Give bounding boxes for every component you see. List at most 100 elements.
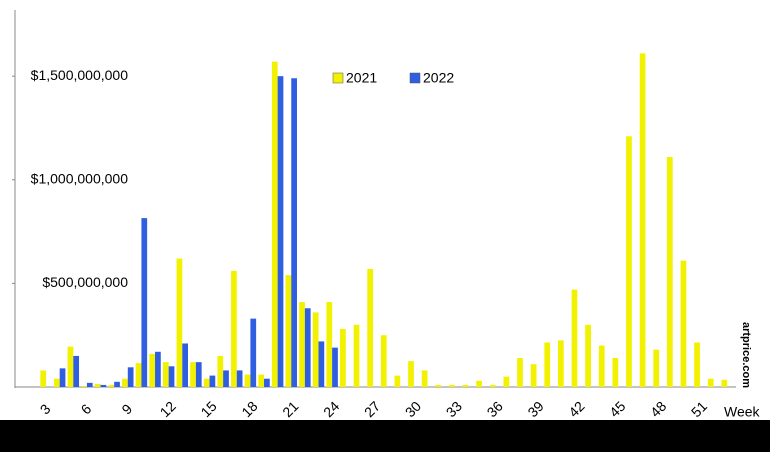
bar — [353, 324, 360, 387]
bar — [394, 375, 401, 387]
bar — [707, 378, 714, 387]
bar — [312, 312, 319, 387]
legend-label: 2022 — [423, 70, 454, 86]
bar — [195, 362, 202, 387]
x-tick-label: 3 — [37, 401, 54, 418]
bar — [318, 341, 325, 387]
bar — [108, 384, 115, 387]
bar — [223, 370, 229, 387]
y-tick-label: $1,500,000,000 — [31, 67, 129, 83]
bar — [476, 380, 482, 387]
x-tick-label: 15 — [197, 398, 219, 420]
bar — [435, 384, 442, 387]
bar — [86, 382, 93, 387]
bar — [530, 364, 537, 387]
x-tick-label: 6 — [78, 401, 95, 418]
bar — [408, 361, 414, 387]
bar — [694, 342, 700, 387]
bar — [122, 378, 128, 387]
bar — [149, 353, 156, 387]
y-tick-label: $500,000,000 — [42, 274, 128, 290]
x-tick-label: 27 — [361, 398, 383, 420]
x-tick-label: 42 — [565, 398, 587, 420]
bar — [40, 370, 47, 387]
bar — [217, 355, 224, 387]
bar — [114, 381, 120, 387]
bar — [571, 289, 578, 387]
bar — [94, 383, 101, 387]
bar — [449, 384, 455, 387]
bar — [176, 258, 183, 387]
bottom-band — [0, 420, 770, 452]
bar — [73, 355, 80, 387]
bar — [81, 385, 87, 387]
bar — [367, 268, 373, 387]
bar — [557, 340, 564, 387]
bar — [203, 378, 210, 387]
bar — [264, 378, 270, 387]
watermark: artprice.com — [740, 322, 752, 388]
bar — [680, 260, 687, 387]
bar — [277, 76, 284, 388]
bar — [59, 368, 66, 387]
x-tick-label: 18 — [238, 398, 260, 420]
x-tick-label: 51 — [688, 398, 710, 420]
bar — [304, 308, 311, 387]
legend-label: 2021 — [346, 70, 377, 86]
y-tick-label: $1,000,000,000 — [31, 170, 129, 186]
legend-swatch — [409, 72, 421, 84]
bar — [291, 78, 297, 387]
bar — [421, 370, 428, 387]
bar — [244, 374, 251, 387]
bar — [135, 363, 142, 387]
bar — [626, 136, 632, 387]
bar — [258, 374, 265, 387]
bar — [517, 357, 523, 387]
bar — [155, 351, 161, 387]
bar — [67, 346, 74, 387]
x-tick-label: 36 — [484, 398, 506, 420]
x-tick-label: 33 — [443, 398, 465, 420]
bar — [250, 318, 257, 387]
x-tick-label: 9 — [118, 401, 135, 418]
bar — [721, 379, 728, 387]
bar — [190, 362, 196, 387]
bar — [326, 302, 333, 387]
bar — [209, 375, 216, 387]
bar — [271, 61, 278, 388]
bar — [53, 378, 60, 387]
bar — [332, 347, 338, 387]
bar — [100, 384, 107, 387]
bar — [285, 275, 292, 387]
bar — [127, 367, 134, 387]
bar — [489, 384, 496, 387]
x-tick-label: 39 — [524, 398, 546, 420]
bar — [544, 342, 551, 387]
legend-swatch — [332, 72, 344, 84]
x-tick-label: 21 — [279, 398, 301, 420]
bar — [182, 343, 189, 387]
bar — [462, 384, 469, 387]
x-tick-label: 12 — [157, 398, 179, 420]
bar — [231, 270, 237, 387]
bar — [585, 324, 591, 387]
bar — [340, 328, 346, 387]
bar — [162, 362, 169, 387]
bar — [653, 349, 660, 387]
bar — [141, 218, 148, 387]
bar — [168, 366, 175, 387]
x-tick-label: 45 — [606, 398, 628, 420]
x-tick-label: 30 — [402, 398, 424, 420]
bar — [299, 302, 305, 387]
bar — [666, 156, 673, 387]
x-axis-label: Week — [724, 404, 761, 420]
bar — [236, 370, 243, 387]
bar — [503, 376, 510, 387]
x-tick-label: 48 — [647, 398, 669, 420]
x-tick-label: 24 — [320, 398, 342, 420]
bar — [598, 345, 605, 387]
bar — [380, 335, 387, 387]
bar — [639, 53, 646, 387]
bar — [612, 357, 619, 387]
